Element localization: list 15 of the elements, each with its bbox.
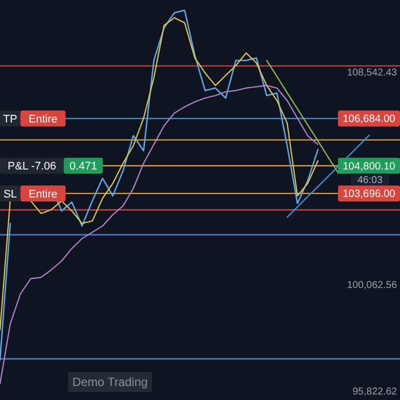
ref-line-label: 103,696.00 <box>342 188 396 200</box>
ref-line-label: 104,800.10 <box>342 160 396 172</box>
annotation: Entire <box>28 113 58 126</box>
line-series <box>266 60 340 174</box>
annotation: 46:03 <box>357 175 383 186</box>
y-tick-label: 95,822.62 <box>352 386 398 398</box>
annotation: SL <box>3 188 17 200</box>
annotation: P&L -7.06 <box>8 160 56 173</box>
annotation: TP <box>3 113 18 126</box>
annotation: Entire <box>28 188 58 200</box>
ref-line-label: 106,684.00 <box>342 113 396 126</box>
annotation: 0.471 <box>70 160 98 173</box>
y-tick-label: 108,542.43 <box>346 67 398 78</box>
annotation: Demo Trading <box>72 375 148 390</box>
y-tick-label: 100,062.56 <box>346 280 398 292</box>
